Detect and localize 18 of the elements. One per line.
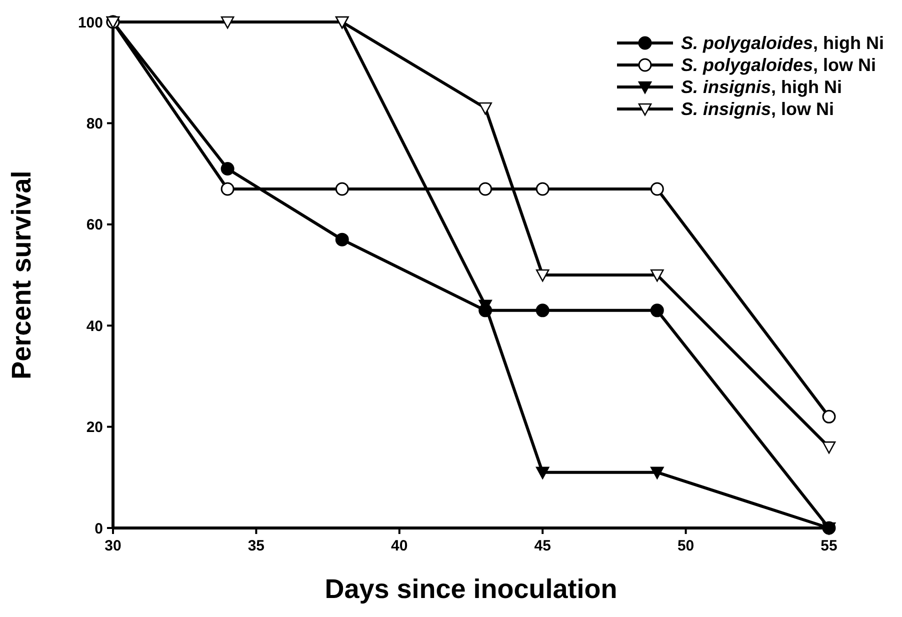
x-tick-label: 35 xyxy=(248,538,265,555)
x-tick-label: 45 xyxy=(534,538,551,555)
y-tick-label: 60 xyxy=(86,216,103,234)
x-axis-title: Days since inoculation xyxy=(324,574,618,604)
x-tick-label: 55 xyxy=(820,538,838,555)
legend-label: S. polygaloides, low Ni xyxy=(680,54,876,76)
x-tick-label: 50 xyxy=(677,538,694,555)
x-tick-label: 30 xyxy=(104,538,122,555)
legend-label: S. insignis, low Ni xyxy=(680,98,834,120)
x-tick-label: 40 xyxy=(391,538,408,555)
y-tick-label: 0 xyxy=(94,520,103,538)
y-tick-label: 40 xyxy=(86,318,103,335)
y-tick-label: 20 xyxy=(86,419,103,436)
legend-label: S. polygaloides, high Ni xyxy=(680,32,884,54)
legend-label: S. insignis, high Ni xyxy=(680,76,842,98)
y-tick-label: 80 xyxy=(86,116,103,133)
y-tick-label: 100 xyxy=(78,14,103,32)
y-axis-title: Percent survival xyxy=(6,170,37,380)
